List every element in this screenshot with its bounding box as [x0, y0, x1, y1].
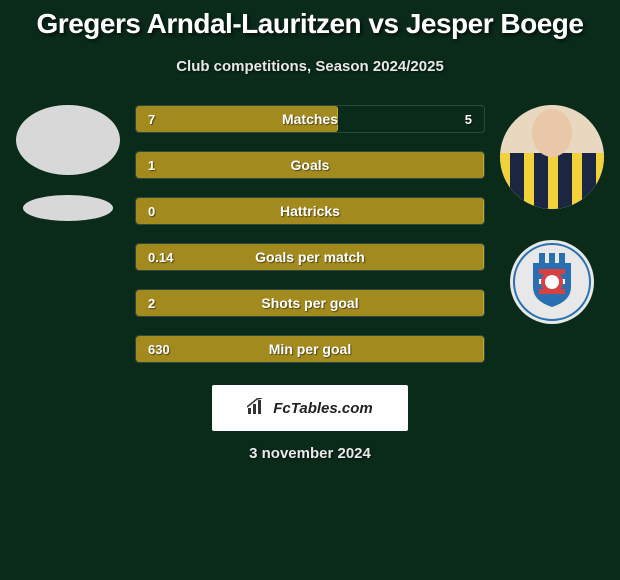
page-title: Gregers Arndal-Lauritzen vs Jesper Boege: [37, 8, 584, 40]
attribution-text: FcTables.com: [273, 400, 372, 417]
stats-list: 7 Matches 5 1 Goals 0 Hattricks 0.14 Goa…: [135, 105, 485, 363]
right-player-column: [492, 105, 612, 325]
stat-row-matches: 7 Matches 5: [135, 105, 485, 133]
stat-label: Goals per match: [255, 249, 365, 265]
date-label: 3 november 2024: [249, 445, 371, 462]
stat-label: Shots per goal: [261, 295, 358, 311]
left-player-column: [8, 105, 128, 221]
left-club-badge: [23, 195, 113, 221]
subtitle: Club competitions, Season 2024/2025: [176, 58, 444, 75]
stat-left-value: 630: [136, 342, 186, 357]
player-jersey-icon: [500, 105, 604, 209]
stat-left-value: 0: [136, 204, 186, 219]
stat-left-value: 0.14: [136, 250, 186, 265]
stat-row-min-per-goal: 630 Min per goal: [135, 335, 485, 363]
stat-row-goals-per-match: 0.14 Goals per match: [135, 243, 485, 271]
stat-left-value: 7: [136, 112, 186, 127]
stat-label: Min per goal: [269, 341, 351, 357]
stat-row-goals: 1 Goals: [135, 151, 485, 179]
comparison-area: 7 Matches 5 1 Goals 0 Hattricks 0.14 Goa…: [0, 105, 620, 363]
comparison-widget: Gregers Arndal-Lauritzen vs Jesper Boege…: [0, 0, 620, 580]
stat-row-hattricks: 0 Hattricks: [135, 197, 485, 225]
stat-label: Matches: [282, 111, 338, 127]
right-player-avatar: [500, 105, 604, 209]
stat-left-value: 1: [136, 158, 186, 173]
stat-label: Goals: [291, 157, 330, 173]
chart-icon: [247, 398, 267, 419]
stat-left-value: 2: [136, 296, 186, 311]
left-player-avatar: [16, 105, 120, 175]
attribution-badge[interactable]: FcTables.com: [212, 385, 408, 431]
club-shield-icon: [509, 239, 595, 325]
stat-right-value: 5: [434, 112, 484, 127]
stat-label: Hattricks: [280, 203, 340, 219]
stat-row-shots-per-goal: 2 Shots per goal: [135, 289, 485, 317]
right-club-badge: [509, 239, 595, 325]
